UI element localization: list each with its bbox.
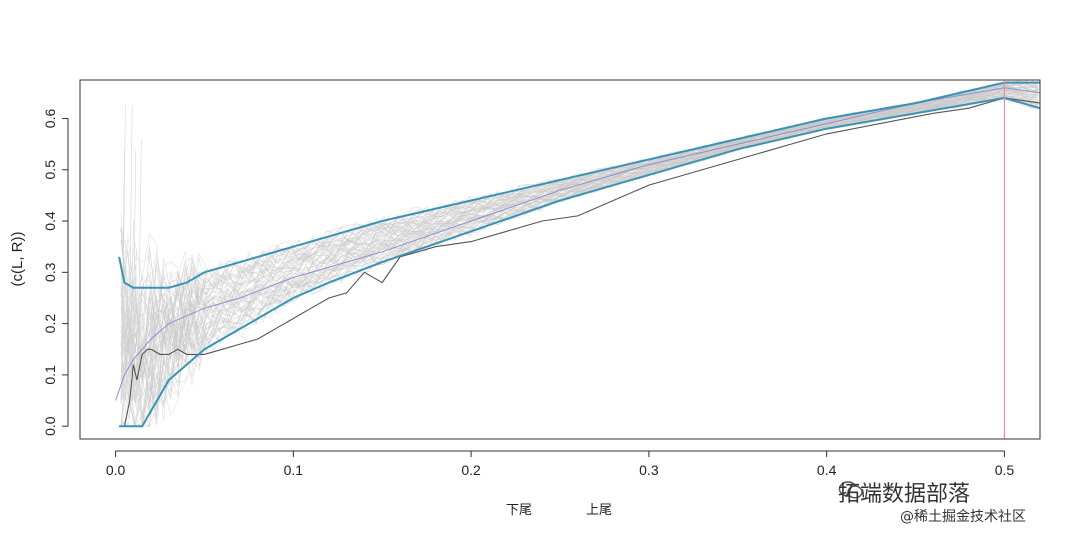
series-lines bbox=[115, 81, 1041, 428]
mean-line bbox=[115, 87, 1041, 401]
simulation-line bbox=[120, 79, 1039, 335]
x-label-lower-tail: 下尾 bbox=[506, 503, 532, 518]
simulation-line bbox=[120, 86, 1039, 391]
y-tick-label: 0.0 bbox=[42, 416, 58, 436]
watermark-subtitle: @稀土掘金技术社区 bbox=[900, 509, 1026, 525]
y-axis: 0.0 0.1 0.2 0.3 0.4 0.5 0.6 bbox=[42, 109, 69, 436]
x-label-upper-tail: 上尾 bbox=[586, 503, 612, 518]
simulation-spike bbox=[124, 278, 129, 401]
y-tick-label: 0.2 bbox=[42, 314, 58, 334]
simulation-line bbox=[120, 87, 1039, 373]
simulation-lines bbox=[120, 79, 1039, 428]
watermark-title: 拓端数据部落 bbox=[838, 482, 971, 507]
simulation-line bbox=[120, 93, 1039, 380]
simulation-line bbox=[120, 96, 1039, 427]
plot-frame bbox=[79, 79, 1041, 440]
simulation-line bbox=[120, 86, 1039, 404]
simulation-line bbox=[120, 89, 1039, 379]
simulation-spike bbox=[136, 313, 141, 401]
simulation-line bbox=[120, 81, 1039, 366]
simulation-line bbox=[120, 90, 1039, 379]
y-tick-label: 0.5 bbox=[42, 160, 58, 180]
y-tick-label: 0.3 bbox=[42, 262, 58, 282]
simulation-line bbox=[120, 88, 1039, 374]
upper-band-line bbox=[118, 81, 1040, 289]
simulation-spike bbox=[128, 274, 133, 401]
simulation-line bbox=[120, 82, 1039, 353]
x-tick-label: 0.2 bbox=[461, 462, 481, 478]
x-tick-label: 0.1 bbox=[284, 462, 304, 478]
simulation-line bbox=[120, 86, 1039, 403]
simulation-line bbox=[120, 88, 1039, 370]
simulation-line bbox=[120, 88, 1039, 379]
simulation-line bbox=[120, 79, 1039, 328]
simulation-line bbox=[120, 93, 1039, 412]
simulation-line bbox=[120, 89, 1039, 398]
simulation-line bbox=[120, 96, 1039, 428]
simulation-line bbox=[120, 85, 1039, 378]
simulation-spike bbox=[128, 105, 133, 401]
lower-band-line bbox=[119, 96, 1041, 428]
simulation-line bbox=[120, 84, 1039, 381]
simulation-line bbox=[120, 84, 1039, 365]
x-tick-label: 0.0 bbox=[106, 462, 126, 478]
x-tick-label: 0.3 bbox=[639, 462, 659, 478]
simulation-line bbox=[120, 92, 1039, 419]
simulation-line bbox=[120, 89, 1039, 385]
simulation-line bbox=[120, 92, 1039, 427]
simulation-line bbox=[120, 92, 1039, 401]
simulation-line bbox=[120, 84, 1039, 375]
simulation-line bbox=[120, 96, 1039, 427]
x-axis: 0.0 0.1 0.2 0.3 0.4 0.5 bbox=[106, 450, 1015, 478]
y-tick-label: 0.4 bbox=[42, 211, 58, 231]
simulation-spike bbox=[132, 149, 137, 401]
simulation-line bbox=[120, 83, 1039, 374]
simulation-line bbox=[120, 88, 1039, 400]
simulation-line bbox=[120, 84, 1039, 371]
simulation-line bbox=[120, 88, 1039, 399]
simulation-spike bbox=[132, 251, 137, 401]
simulation-line bbox=[120, 96, 1039, 427]
y-axis-title: (c(L, R)) bbox=[9, 232, 26, 287]
simulation-line bbox=[120, 90, 1039, 401]
x-tick-label: 0.5 bbox=[995, 462, 1015, 478]
simulation-line bbox=[120, 89, 1039, 405]
simulation-line bbox=[120, 87, 1039, 414]
simulation-line bbox=[120, 85, 1039, 381]
simulation-line bbox=[120, 89, 1039, 409]
simulation-spike bbox=[125, 306, 130, 401]
simulation-spike bbox=[121, 105, 126, 401]
y-tick-label: 0.6 bbox=[42, 109, 58, 129]
simulation-line bbox=[120, 89, 1039, 389]
simulation-line bbox=[120, 87, 1039, 396]
simulation-line bbox=[120, 82, 1039, 378]
wechat-icon bbox=[838, 481, 863, 499]
simulation-line bbox=[120, 85, 1039, 378]
x-tick-label: 0.4 bbox=[817, 462, 837, 478]
empirical-line bbox=[123, 97, 1041, 427]
y-tick-label: 0.1 bbox=[42, 365, 58, 385]
simulation-line bbox=[120, 89, 1039, 420]
